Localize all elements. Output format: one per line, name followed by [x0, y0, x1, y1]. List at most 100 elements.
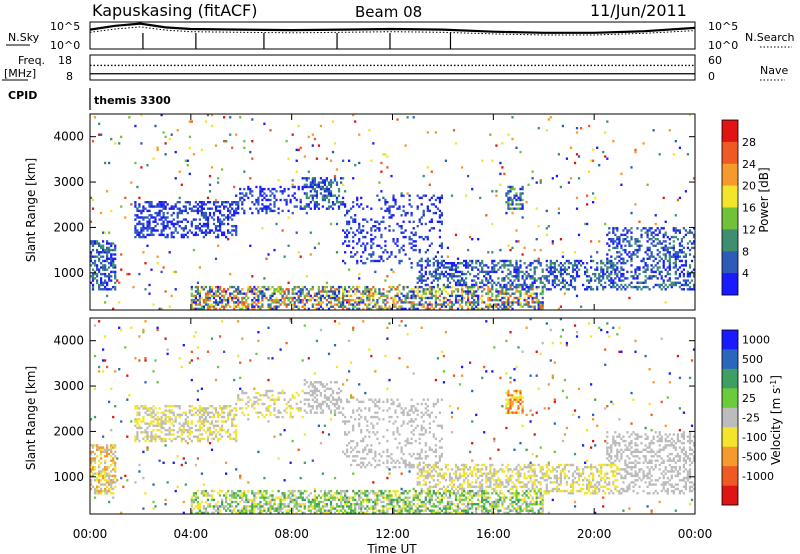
echo-cell	[225, 509, 228, 512]
echo-cell	[626, 259, 629, 263]
echo-cell	[575, 266, 579, 269]
echo-cell	[102, 489, 105, 493]
echo-cell	[539, 279, 542, 282]
echo-cell	[259, 496, 262, 499]
echo-cell	[148, 409, 151, 412]
echo-cell	[533, 279, 536, 282]
echo-cell	[416, 194, 419, 197]
echo-cell	[144, 227, 147, 230]
echo-cell	[186, 431, 189, 434]
echo-cell	[235, 229, 238, 232]
echo-cell	[112, 266, 115, 269]
echo-cell	[279, 509, 282, 512]
echo-cell	[271, 299, 274, 302]
echo-cell	[263, 476, 266, 480]
echo-cell	[104, 359, 107, 362]
echo-cell	[102, 446, 105, 449]
echo-cell	[112, 259, 115, 263]
echo-cell	[394, 296, 397, 300]
echo-cell	[299, 299, 302, 302]
echo-cell	[618, 242, 621, 245]
echo-cell	[692, 235, 696, 239]
echo-cell	[402, 244, 405, 247]
echo-cell	[313, 207, 317, 210]
echo-cell	[632, 275, 635, 278]
echo-cell	[100, 470, 103, 473]
echo-cell	[291, 307, 294, 311]
echo-cell	[495, 288, 498, 291]
echo-cell	[553, 266, 556, 269]
echo-cell	[217, 285, 220, 289]
echo-cell	[394, 198, 397, 202]
echo-cell	[325, 305, 329, 308]
echo-cell	[271, 192, 274, 195]
echo-cell	[277, 305, 280, 308]
echo-cell	[275, 296, 278, 300]
echo-cell	[102, 240, 105, 243]
echo-cell	[499, 292, 502, 295]
echo-cell	[89, 220, 93, 223]
echo-cell	[289, 498, 292, 502]
echo-cell	[184, 209, 187, 213]
echo-cell	[301, 285, 304, 289]
echo-cell	[511, 281, 514, 284]
echo-cell	[344, 290, 347, 293]
echo-cell	[662, 240, 665, 243]
echo-cell	[214, 378, 218, 382]
echo-cell	[630, 275, 633, 278]
echo-cell	[303, 205, 306, 208]
echo-cell	[287, 303, 290, 306]
echo-cell	[204, 233, 208, 237]
echo-cell	[489, 275, 492, 278]
echo-cell	[569, 283, 573, 287]
echo-cell	[450, 305, 454, 308]
colorbar-tick-label: 20	[742, 180, 756, 193]
echo-cell	[333, 142, 337, 145]
echo-cell	[400, 214, 403, 217]
echo-cell	[212, 507, 216, 510]
echo-cell	[509, 305, 512, 308]
echo-cell	[517, 279, 520, 282]
echo-cell	[636, 244, 639, 247]
echo-cell	[590, 259, 593, 263]
echo-cell	[416, 294, 419, 298]
echo-cell	[269, 494, 272, 497]
echo-cell	[569, 146, 573, 149]
echo-cell	[190, 222, 193, 226]
echo-cell	[223, 205, 226, 208]
echo-cell	[386, 201, 389, 204]
echo-cell	[362, 299, 365, 302]
echo-cell	[160, 270, 163, 274]
echo-cell	[652, 266, 655, 269]
echo-cell	[198, 418, 202, 421]
echo-cell	[616, 255, 619, 258]
echo-cell	[96, 479, 99, 482]
echo-cell	[221, 489, 224, 493]
echo-cell	[269, 411, 272, 414]
echo-cell	[521, 185, 524, 189]
echo-cell	[519, 294, 522, 298]
echo-cell	[178, 426, 181, 430]
echo-cell	[668, 242, 671, 245]
echo-cell	[525, 277, 528, 280]
echo-cell	[263, 288, 266, 291]
echo-cell	[541, 288, 544, 291]
echo-cell	[283, 494, 286, 497]
echo-cell	[416, 285, 419, 289]
echo-cell	[247, 481, 250, 484]
echo-cell	[545, 259, 548, 263]
echo-cell	[283, 303, 286, 306]
echo-cell	[194, 301, 198, 304]
echo-cell	[307, 294, 310, 298]
echo-cell	[214, 301, 218, 304]
echo-cell	[239, 187, 242, 191]
echo-cell	[344, 294, 347, 298]
echo-cell	[523, 281, 526, 284]
echo-cell	[152, 216, 155, 219]
echo-cell	[112, 479, 115, 482]
echo-cell	[204, 301, 208, 304]
echo-cell	[263, 402, 266, 406]
echo-cell	[186, 442, 189, 445]
echo-cell	[104, 459, 107, 462]
echo-cell	[467, 301, 470, 304]
